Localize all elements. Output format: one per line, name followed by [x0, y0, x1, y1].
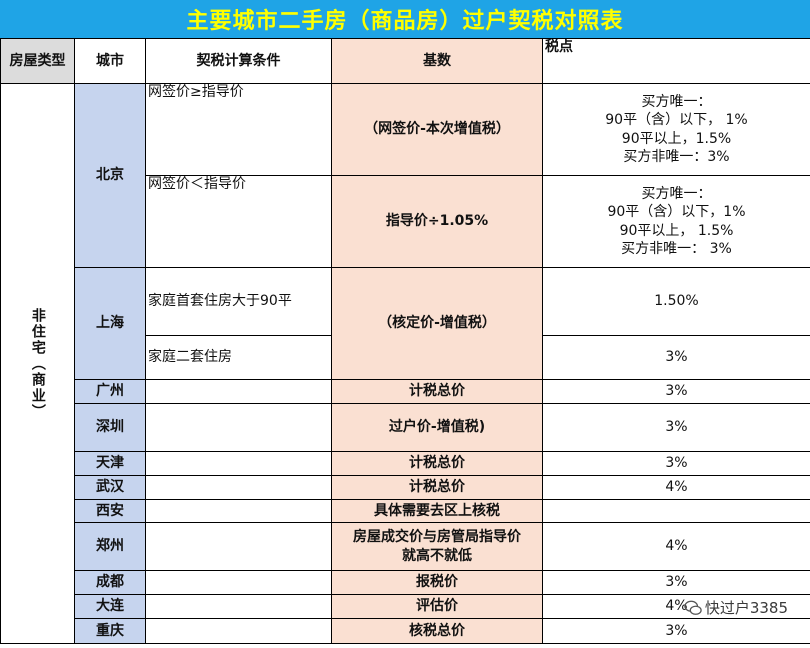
condition-cell	[145, 570, 332, 595]
table-row: 上海 家庭首套住房大于90平 （核定价-增值税） 1.50%	[1, 267, 810, 380]
wechat-icon	[684, 600, 702, 615]
base-cell: 房屋成交价与房管局指导价 就高不就低	[331, 522, 543, 571]
rate-line: 买方唯一：	[641, 93, 712, 110]
city-dalian: 大连	[74, 594, 146, 619]
header-condition: 契税计算条件	[145, 38, 332, 84]
header-base: 基数	[331, 38, 543, 84]
table-row: 重庆 核税总价 3%	[1, 618, 810, 644]
condition-cell	[145, 618, 332, 644]
rate-line: 90平（含）以下， 1%	[605, 112, 748, 129]
condition-cell	[145, 379, 332, 404]
rate-cell: 3%	[542, 570, 810, 595]
rate-line: 90平以上，1.5%	[621, 130, 732, 147]
table-row: 武汉 计税总价 4%	[1, 475, 810, 500]
city-tianjin: 天津	[74, 451, 146, 476]
rate-cell: 4%	[542, 522, 810, 571]
rate-cell	[542, 499, 810, 523]
condition-cell: 家庭二套住房	[145, 335, 332, 380]
rate-cell: 3%	[542, 403, 810, 452]
city-chongqing: 重庆	[74, 618, 146, 644]
rate-line: 90平以上， 1.5%	[619, 222, 734, 239]
base-cell: （核定价-增值税）	[331, 267, 543, 380]
base-cell: 指导价÷1.05%	[331, 175, 543, 268]
rate-line: 买方非唯一： 3%	[621, 240, 732, 257]
rate-cell: 3%	[542, 451, 810, 476]
base-cell: 计税总价	[331, 379, 543, 404]
condition-cell: 网签价＜指导价	[145, 175, 332, 268]
base-line: 房屋成交价与房管局指导价	[353, 529, 521, 546]
table-row: 深圳 过户价-增值税) 3%	[1, 403, 810, 452]
rate-cell: 买方唯一： 90平（含）以下，1% 90平以上， 1.5% 买方非唯一： 3%	[542, 175, 810, 268]
header-type: 房屋类型	[0, 38, 75, 84]
condition-cell: 网签价≥指导价	[145, 83, 332, 176]
condition-cell	[145, 451, 332, 476]
house-type-label: 非住宅（商业）	[29, 307, 46, 420]
rate-line: 买方非唯一：3%	[623, 148, 730, 165]
base-cell: 过户价-增值税)	[331, 403, 543, 452]
header-rate: 税点	[542, 38, 810, 84]
base-line: 就高不就低	[402, 547, 472, 564]
table-row: 西安 具体需要去区上核税	[1, 499, 810, 523]
city-wuhan: 武汉	[74, 475, 146, 500]
city-shanghai: 上海	[74, 267, 146, 380]
city-xian: 西安	[74, 499, 146, 523]
header-row: 房屋类型 城市 契税计算条件 基数 税点	[0, 38, 810, 84]
base-cell: 计税总价	[331, 451, 543, 476]
table-row: 网签价＜指导价 指导价÷1.05% 买方唯一： 90平（含）以下，1% 90平以…	[1, 175, 810, 268]
city-zhengzhou: 郑州	[74, 522, 146, 571]
condition-cell	[145, 522, 332, 571]
table-row: 家庭二套住房 3%	[1, 335, 810, 380]
condition-cell	[145, 403, 332, 452]
house-type-cell: 非住宅（商业）	[0, 83, 75, 644]
base-cell: 评估价	[331, 594, 543, 619]
base-cell: （网签价-本次增值税）	[331, 83, 543, 176]
condition-cell	[145, 594, 332, 619]
condition-cell: 家庭首套住房大于90平	[145, 267, 332, 336]
base-cell: 计税总价	[331, 475, 543, 500]
city-beijing: 北京	[74, 83, 146, 268]
rate-cell: 买方唯一： 90平（含）以下， 1% 90平以上，1.5% 买方非唯一：3%	[542, 83, 810, 176]
condition-cell	[145, 475, 332, 500]
rate-cell: 1.50%	[542, 267, 810, 336]
base-cell: 核税总价	[331, 618, 543, 644]
rate-cell: 4%	[542, 475, 810, 500]
base-cell: 报税价	[331, 570, 543, 595]
condition-cell	[145, 499, 332, 523]
table-row: 广州 计税总价 3%	[1, 379, 810, 404]
watermark: 快过户3385	[684, 597, 788, 618]
table-row: 郑州 房屋成交价与房管局指导价 就高不就低 4%	[1, 522, 810, 571]
table-row: 天津 计税总价 3%	[1, 451, 810, 476]
table-row: 非住宅（商业） 北京 网签价≥指导价 （网签价-本次增值税） 买方唯一： 90平…	[0, 83, 810, 644]
city-guangzhou: 广州	[74, 379, 146, 404]
header-city: 城市	[74, 38, 146, 84]
city-shenzhen: 深圳	[74, 403, 146, 452]
rate-line: 买方唯一：	[641, 185, 712, 202]
table-row: 大连 评估价 4%	[1, 594, 810, 619]
table-row: 成都 报税价 3%	[1, 570, 810, 595]
city-chengdu: 成都	[74, 570, 146, 595]
rate-cell: 3%	[542, 379, 810, 404]
tax-table: 房屋类型 城市 契税计算条件 基数 税点 非住宅（商业） 北京 网签价≥指导价 …	[0, 38, 810, 644]
watermark-text: 快过户3385	[704, 599, 788, 617]
base-cell: 具体需要去区上核税	[331, 499, 543, 523]
rate-line: 90平（含）以下，1%	[607, 204, 746, 221]
rate-cell: 3%	[542, 335, 810, 380]
rate-cell: 3%	[542, 618, 810, 644]
page-title: 主要城市二手房（商品房）过户契税对照表	[0, 0, 810, 38]
